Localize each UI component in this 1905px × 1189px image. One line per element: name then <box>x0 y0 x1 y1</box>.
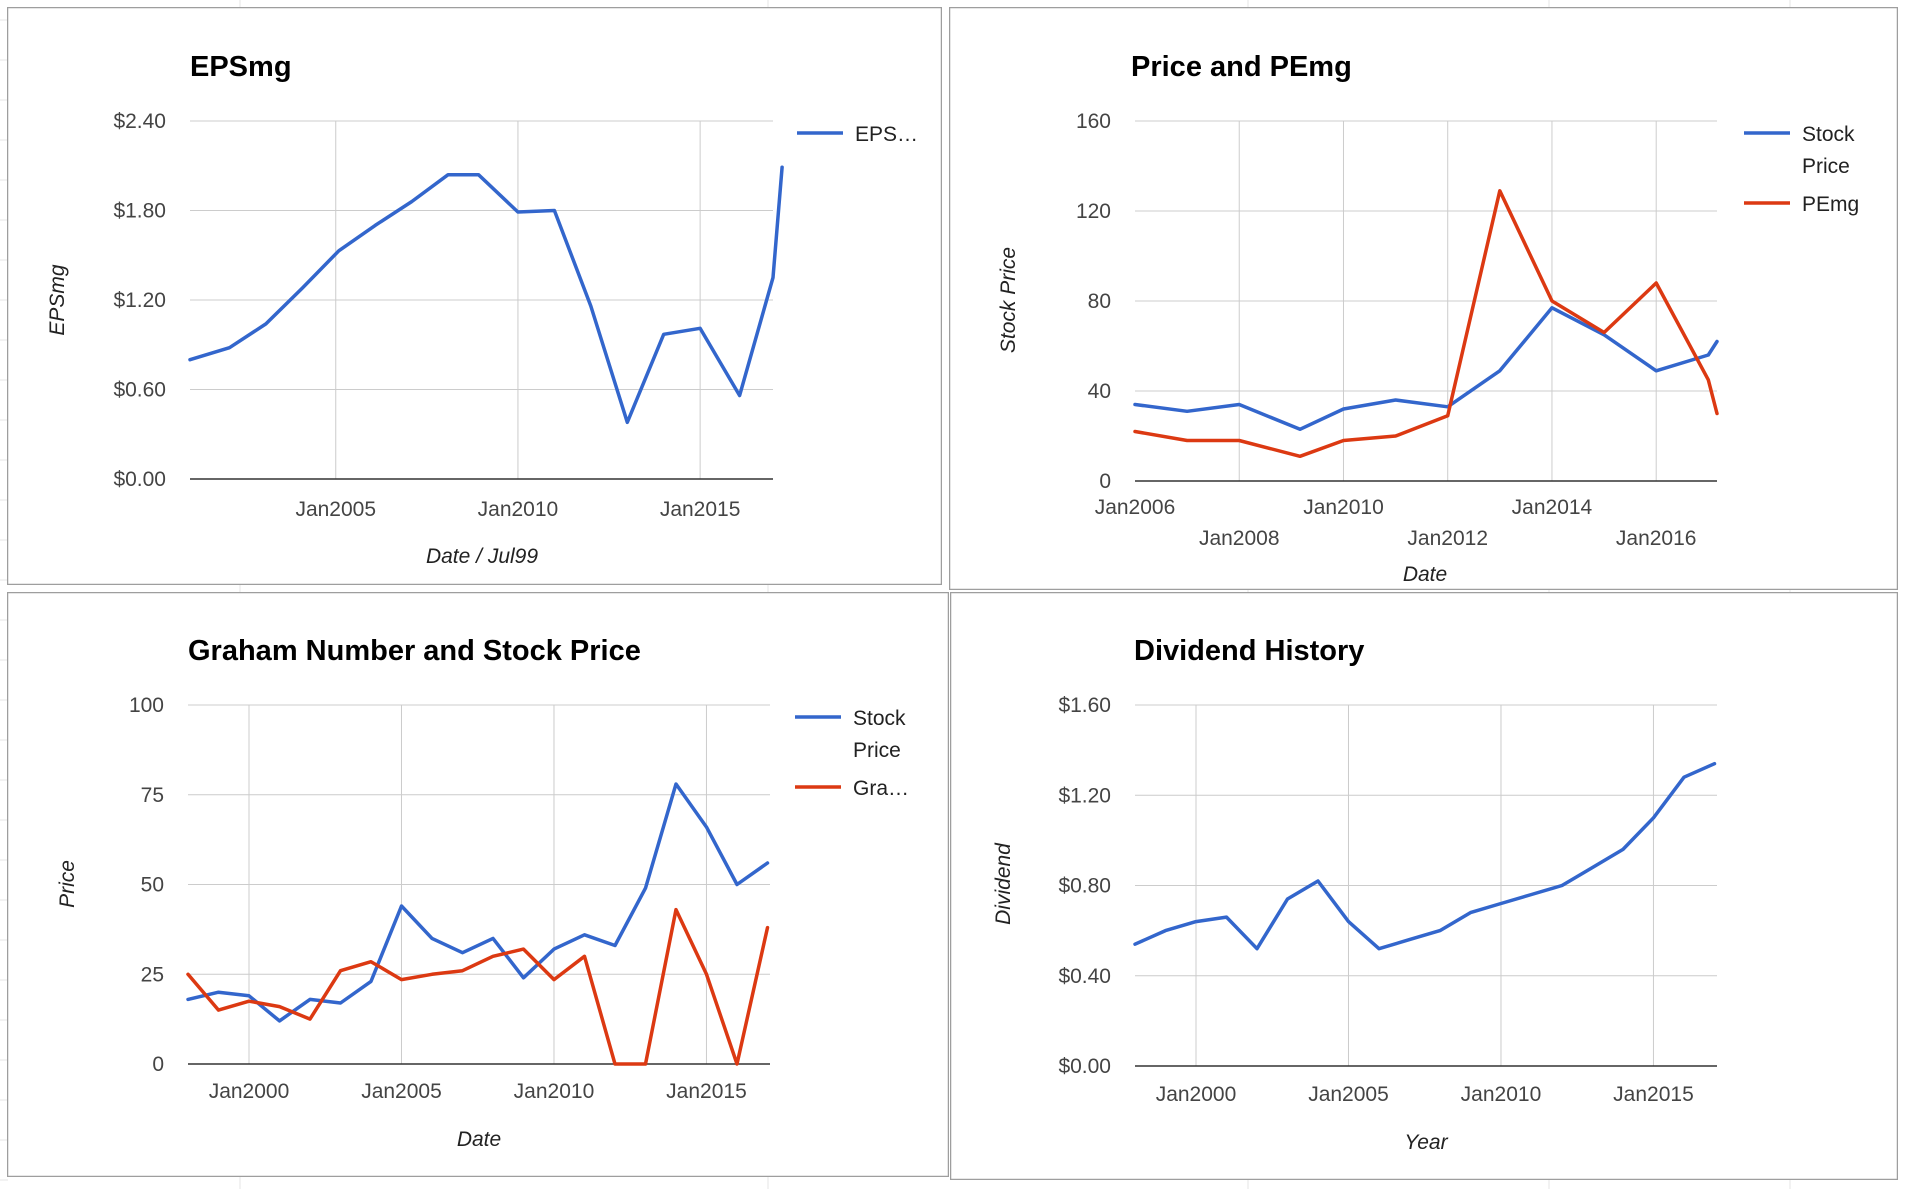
x-axis-title: Date / Jul99 <box>426 545 538 568</box>
y-tick-label: $2.40 <box>113 110 166 133</box>
series-line-red[interactable] <box>1133 189 1719 459</box>
series-line-blue[interactable] <box>1133 761 1717 951</box>
y-tick-label: 25 <box>141 963 164 986</box>
y-axis-title: Price <box>56 860 79 908</box>
legend-label[interactable]: Price <box>853 739 901 762</box>
y-tick-label: $0.60 <box>113 379 166 402</box>
y-tick-label: 0 <box>1099 470 1111 493</box>
chart-frame[interactable] <box>949 7 1898 590</box>
x-tick-label: Jan2015 <box>666 1080 747 1103</box>
x-tick-label: Jan2006 <box>1095 496 1176 519</box>
legend-label[interactable]: Gra… <box>853 777 909 800</box>
y-axis-title: Stock Price <box>997 247 1020 353</box>
x-tick-label: Jan2010 <box>514 1080 595 1103</box>
chart-title: Price and PEmg <box>1131 51 1352 83</box>
y-tick-label: 0 <box>152 1053 164 1076</box>
series-line-red[interactable] <box>186 907 770 1066</box>
x-tick-label: Jan2005 <box>361 1080 442 1103</box>
x-tick-label: Jan2005 <box>1308 1083 1389 1106</box>
chart-panel-dividend: $0.00 $0.40 $0.80 $1.20 $1.60 Jan2000 Jan2005 J… <box>950 592 1898 1180</box>
y-tick-label: $0.40 <box>1058 965 1111 988</box>
chart-panel-epsmg: $0.00 $0.60 $1.20 $1.80 $2.40 Jan2005 Jan2010 J… <box>7 7 942 585</box>
series-line-blue[interactable] <box>186 782 770 1023</box>
y-tick-label: $0.00 <box>113 468 166 491</box>
y-tick-label: 50 <box>141 874 164 897</box>
legend-label[interactable]: EPS… <box>855 123 918 146</box>
y-tick-label: $0.80 <box>1058 875 1111 898</box>
y-tick-label: $0.00 <box>1058 1055 1111 1078</box>
y-tick-label: 120 <box>1076 200 1111 223</box>
chart-dividend: $0.00 $0.40 $0.80 $1.20 $1.60 Jan2000 Jan2005 J… <box>950 592 1898 1180</box>
series-line-blue[interactable] <box>1133 306 1719 432</box>
chart-title: Graham Number and Stock Price <box>188 635 641 667</box>
chart-price-pemg: 0 40 80 120 160 Jan2006 Jan2008 Jan2010 Jan2012 J… <box>949 7 1898 590</box>
chart-panel-price-pemg: 0 40 80 120 160 Jan2006 Jan2008 Jan2010 Jan2012 J… <box>949 7 1898 590</box>
y-tick-label: $1.20 <box>113 289 166 312</box>
x-tick-label: Jan2010 <box>478 498 559 521</box>
y-tick-label: 40 <box>1088 380 1111 403</box>
chart-panel-graham: 0 25 50 75 100 Jan2000 Jan2005 Jan2010 Jan2015 Gr… <box>7 592 949 1177</box>
x-tick-label: Jan2015 <box>660 498 741 521</box>
y-tick-label: 75 <box>141 784 164 807</box>
y-axis-title: Dividend <box>992 842 1015 925</box>
x-tick-label: Jan2000 <box>209 1080 290 1103</box>
chart-title: EPSmg <box>190 51 292 83</box>
legend-label[interactable]: Price <box>1802 155 1850 178</box>
y-tick-label: $1.20 <box>1058 784 1111 807</box>
y-tick-label: $1.80 <box>113 200 166 223</box>
x-axis-title: Date <box>457 1128 501 1151</box>
y-tick-label: 100 <box>129 694 164 717</box>
x-tick-label: Jan2000 <box>1156 1083 1237 1106</box>
y-axis-title: EPSmg <box>46 264 69 336</box>
legend-label[interactable]: Stock <box>853 707 906 730</box>
x-tick-label: Jan2008 <box>1199 527 1280 550</box>
chart-graham: 0 25 50 75 100 Jan2000 Jan2005 Jan2010 Jan2015 Gr… <box>7 592 949 1177</box>
x-tick-label: Jan2012 <box>1407 527 1488 550</box>
x-tick-label: Jan2010 <box>1461 1083 1542 1106</box>
x-tick-label: Jan2005 <box>295 498 376 521</box>
x-tick-label: Jan2014 <box>1512 496 1593 519</box>
legend-label[interactable]: PEmg <box>1802 193 1859 216</box>
y-tick-label: 80 <box>1088 290 1111 313</box>
chart-title: Dividend History <box>1134 635 1364 667</box>
y-tick-label: 160 <box>1076 110 1111 133</box>
x-tick-label: Jan2010 <box>1303 496 1384 519</box>
x-axis-title: Date <box>1403 563 1447 586</box>
chart-frame[interactable] <box>7 7 942 585</box>
x-axis-title: Year <box>1404 1131 1448 1154</box>
y-tick-label: $1.60 <box>1058 694 1111 717</box>
legend-label[interactable]: Stock <box>1802 123 1855 146</box>
series-line-blue[interactable] <box>188 165 784 425</box>
x-tick-label: Jan2016 <box>1616 527 1697 550</box>
x-tick-label: Jan2015 <box>1613 1083 1694 1106</box>
chart-epsmg: $0.00 $0.60 $1.20 $1.80 $2.40 Jan2005 Jan2010 J… <box>7 7 942 585</box>
